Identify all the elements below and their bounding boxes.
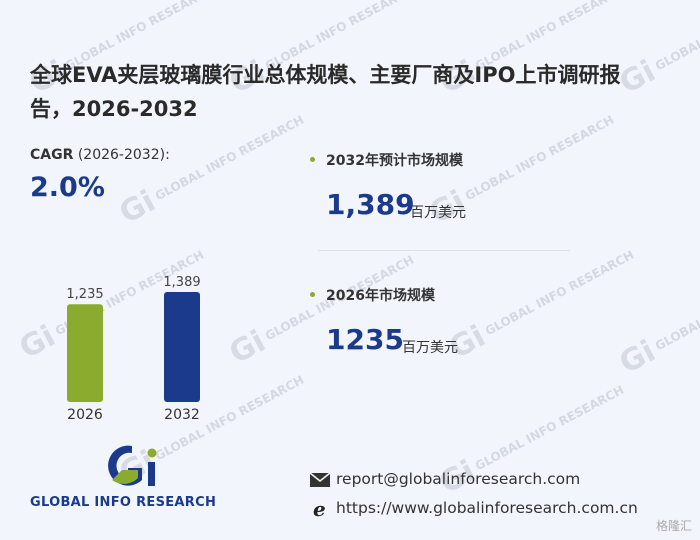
stat-2026-value: 1235 [326, 323, 404, 356]
envelope-icon [310, 472, 330, 487]
corner-watermark: 格隆汇 [655, 519, 692, 533]
website-text[interactable]: https://www.globalinforesearch.com.cn [336, 499, 638, 517]
cagr-value: 2.0% [30, 172, 105, 203]
logo-text: GLOBAL INFO RESEARCH [30, 495, 217, 510]
company-logo: GLOBAL INFO RESEARCH [28, 440, 238, 520]
contact-website: e https://www.globalinforesearch.com.cn [310, 499, 638, 518]
cagr-label-period: (2026-2032): [77, 147, 170, 163]
cagr-label-prefix: CAGR [30, 147, 74, 163]
email-text[interactable]: report@globalinforesearch.com [336, 470, 581, 488]
stats-divider [318, 250, 570, 251]
stat-2032-label: 2032年预计市场规模 [326, 153, 463, 169]
bar-2026 [67, 304, 103, 402]
contact-email: report@globalinforesearch.com [310, 470, 580, 488]
browser-e-icon: e [313, 500, 326, 518]
data-label-2026: 1,235 [66, 287, 103, 302]
x-tick-label-2032: 2032 [164, 407, 200, 423]
cagr-label: CAGR (2026-2032): [30, 147, 170, 163]
data-label-2032: 1,389 [163, 275, 200, 290]
gi-logo-icon [108, 445, 157, 486]
bar-2032 [164, 292, 200, 402]
watermark: GiGLOBAL INFO RESEARCH [444, 239, 642, 366]
watermark: GiGLOBAL INFO RESEARCH [614, 254, 700, 381]
svg-text:e: e [313, 500, 326, 518]
watermark-mark: Gi [113, 183, 162, 232]
watermark-mark: Gi [613, 333, 662, 382]
stat-2026-label: 2026年市场规模 [326, 288, 435, 304]
stat-2032-value: 1,389 [326, 188, 415, 221]
bullet-dot [310, 292, 315, 297]
watermark-text: GLOBAL INFO RESEARCH [482, 247, 637, 339]
stat-2032-unit: 百万美元 [410, 205, 466, 221]
watermark-text: GLOBAL INFO RESEARCH [472, 382, 627, 474]
watermark-text: GLOBAL INFO RESEARCH [462, 112, 617, 204]
watermark-text: GLOBAL INFO RESEARCH [652, 263, 700, 354]
watermark-text: GLOBAL INFO RESEARCH [152, 112, 307, 204]
bullet-dot [310, 157, 315, 162]
x-tick-label-2026: 2026 [67, 407, 103, 423]
page-title: 全球EVA夹层玻璃膜行业总体规模、主要厂商及IPO上市调研报告，2026-203… [30, 63, 621, 121]
watermark-text: GLOBAL INFO RESEARCH [652, 0, 700, 74]
bar-chart: 1,235 2026 1,389 2032 [66, 275, 200, 423]
stat-2026-unit: 百万美元 [402, 340, 458, 356]
